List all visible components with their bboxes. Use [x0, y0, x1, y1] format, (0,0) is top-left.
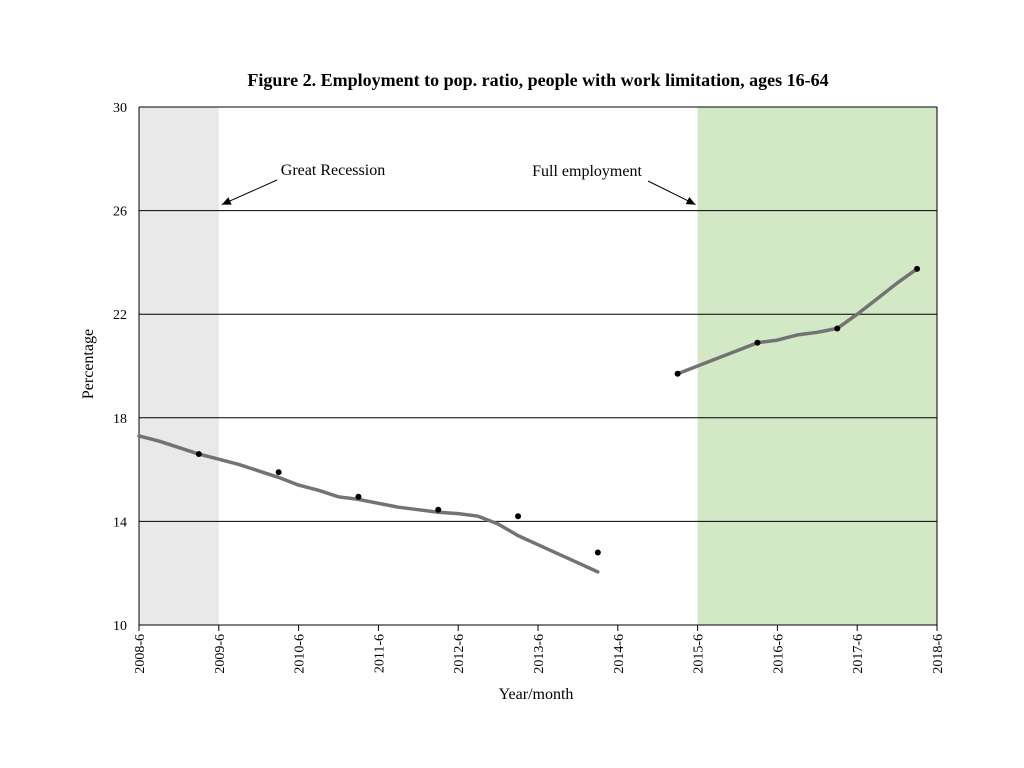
data-point-2015-3: [674, 370, 681, 377]
x-tick-label-2008-6: 2008-6: [133, 634, 148, 674]
full-employment-arrowhead: [685, 197, 696, 205]
series-line-segment-2: [675, 267, 919, 376]
y-tick-label-30: 30: [113, 101, 127, 116]
annotations: Great Recession Full employment: [221, 162, 696, 206]
y-tick-label-14: 14: [113, 515, 127, 530]
x-tick-label-2015-6: 2015-6: [692, 634, 707, 674]
great-recession-arrow-line: [221, 179, 278, 206]
y-tick-label-18: 18: [113, 412, 127, 427]
chart-title: Figure 2. Employment to pop. ratio, peop…: [247, 70, 828, 90]
data-point-2011-3: [355, 493, 362, 500]
series-lines: [137, 267, 919, 574]
full-employment-shade: [697, 107, 937, 625]
data-point-2013-3: [515, 513, 522, 520]
x-tick-label-2012-6: 2012-6: [452, 634, 467, 674]
x-tick-label-2013-6: 2013-6: [532, 634, 547, 674]
data-point-2012-3: [435, 506, 442, 513]
great-recession-arrowhead: [221, 197, 232, 205]
y-tick-label-22: 22: [113, 308, 127, 323]
data-point-2017-3: [834, 325, 841, 332]
shaded-regions: [139, 107, 937, 625]
recession-shade: [139, 107, 219, 625]
data-point-2018-3: [914, 265, 921, 272]
x-tick-label-2009-6: 2009-6: [213, 634, 228, 674]
x-tick-label-2010-6: 2010-6: [293, 634, 308, 674]
x-tick-label-2014-6: 2014-6: [612, 634, 627, 674]
great-recession-label: Great Recession: [281, 162, 385, 179]
series-markers: [195, 265, 921, 556]
x-tick-label-2011-6: 2011-6: [372, 634, 387, 673]
y-axis-title: Percentage: [80, 329, 97, 399]
y-tick-label-10: 10: [113, 619, 127, 634]
data-point-2010-3: [275, 469, 282, 476]
x-tick-label-2018-6: 2018-6: [931, 634, 946, 674]
data-point-2009-3: [195, 451, 202, 458]
y-tick-label-26: 26: [113, 205, 127, 220]
x-tick-label-2017-6: 2017-6: [851, 634, 866, 674]
x-tick-label-2016-6: 2016-6: [771, 634, 786, 674]
x-axis-title: Year/month: [499, 686, 574, 703]
series-line-segment-1: [137, 434, 600, 574]
axes: 10 14 18 22 26 30 2008-6 2009-6 2010-6 2011-6 2012…: [113, 101, 946, 674]
full-employment-label: Full employment: [532, 163, 642, 180]
data-point-2014-3: [594, 549, 601, 556]
data-point-2016-3: [754, 339, 761, 346]
